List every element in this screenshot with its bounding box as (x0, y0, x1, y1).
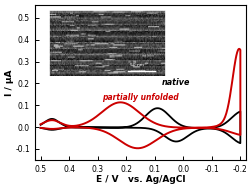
Y-axis label: I / μA: I / μA (5, 69, 14, 96)
Text: native: native (161, 77, 190, 87)
Text: partially unfolded: partially unfolded (102, 93, 178, 102)
X-axis label: E / V   vs. Ag/AgCl: E / V vs. Ag/AgCl (95, 175, 184, 184)
